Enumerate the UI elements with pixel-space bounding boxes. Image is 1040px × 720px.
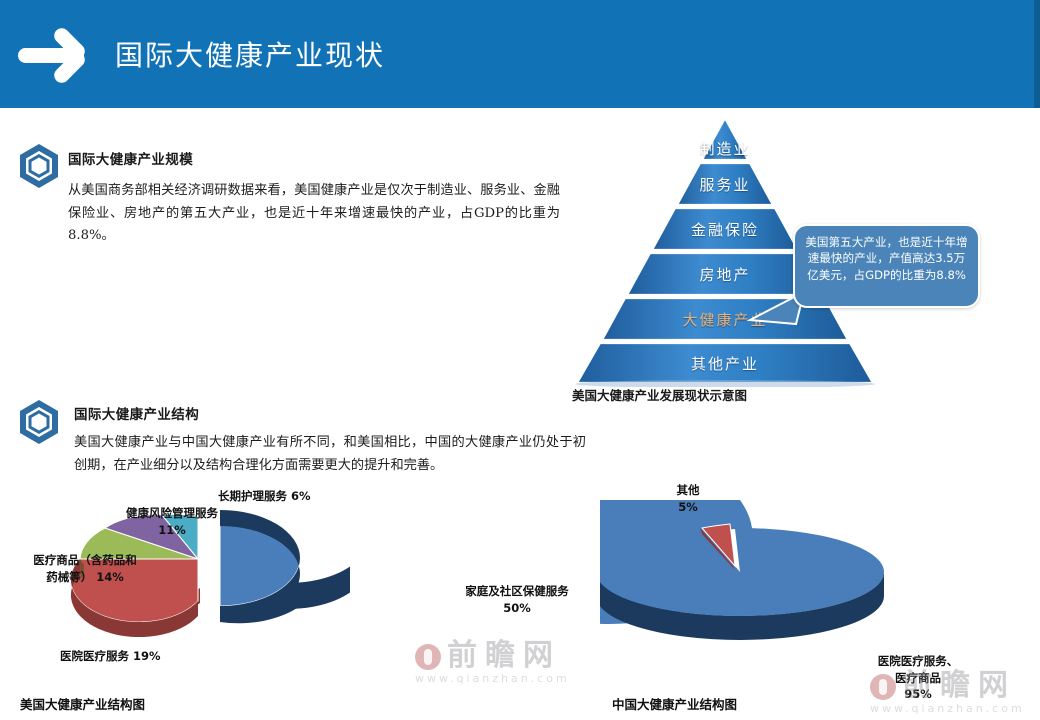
pie-chart-us	[70, 500, 360, 680]
pie-label-home-community: 家庭及社区保健服务 50%	[465, 584, 569, 615]
pie-label-hospital-goods: 医院医疗服务、 医疗商品 95%	[877, 654, 959, 702]
chart-caption-china: 中国大健康产业结构图	[612, 697, 738, 712]
chart-caption-us: 美国大健康产业结构图	[20, 697, 146, 712]
pie-label-longterm-care: 长期护理服务 6%	[218, 489, 311, 503]
section-title-2: 国际大健康产业结构	[74, 407, 200, 423]
section-body-1: 从美国商务部相关经济调研数据来看，美国健康产业是仅次于制造业、服务业、金融保险业…	[68, 183, 560, 244]
callout-tail	[746, 290, 806, 326]
header-bar-edge	[1034, 0, 1040, 108]
watermark-url-2: www.qianzhan.com	[870, 702, 1025, 715]
hexagon-bullet-icon	[20, 400, 58, 444]
section-body-2: 美国大健康产业与中国大健康产业有所不同，和美国相比，中国的大健康产业仍处于初创期…	[74, 435, 586, 473]
callout-text: 美国第五大产业，也是近十年增速最快的产业，产值高达3.5万亿美元，占GDP的比重…	[805, 235, 968, 282]
pie-label-health-risk: 健康风险管理服务 11%	[126, 506, 218, 537]
section-title-1: 国际大健康产业规模	[68, 152, 194, 168]
header-bar	[0, 0, 1034, 108]
pie-chart-china-svg	[464, 448, 884, 640]
callout-bubble: 美国第五大产业，也是近十年增速最快的产业，产值高达3.5万亿美元，占GDP的比重…	[793, 224, 980, 308]
pyramid-caption: 美国大健康产业发展现状示意图	[572, 388, 748, 403]
pie-chart-us-svg	[70, 509, 360, 638]
hexagon-bullet-icon	[20, 144, 58, 188]
pie-label-hospital-service: 医院医疗服务 19%	[60, 649, 161, 663]
watermark-left: 前瞻网 www.qianzhan.com	[415, 630, 570, 685]
pie-chart-china	[464, 448, 890, 680]
arrow-right-icon	[18, 28, 85, 83]
pyramid-shape	[575, 115, 875, 387]
pie-label-medical-goods: 医疗商品（含药品和 药械等） 14%	[33, 553, 137, 584]
page-title: 国际大健康产业现状	[115, 39, 386, 72]
pie-label-other: 其他 5%	[676, 483, 700, 514]
watermark-url: www.qianzhan.com	[415, 672, 570, 685]
watermark-logo-icon: 前瞻网	[415, 630, 570, 674]
